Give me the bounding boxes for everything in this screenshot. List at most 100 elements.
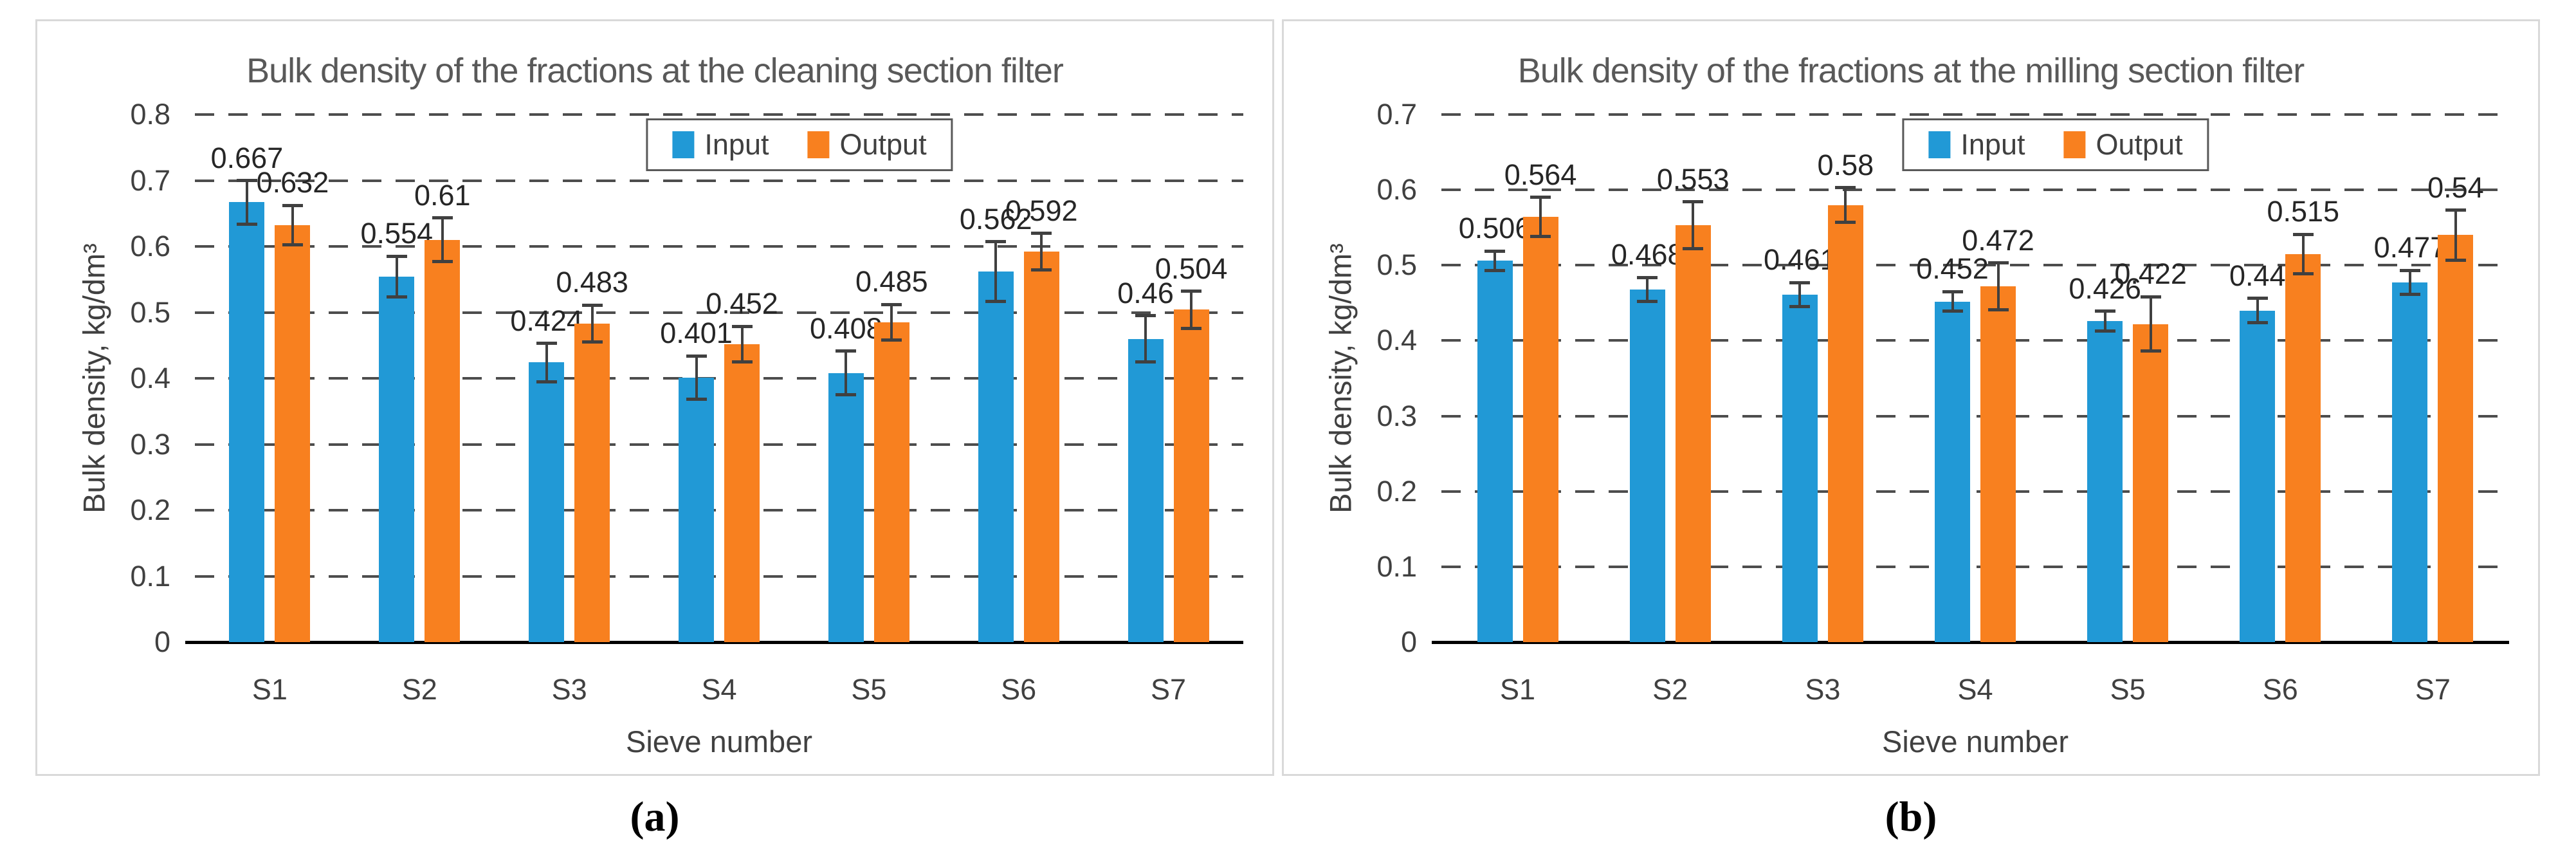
grid-line (195, 179, 1243, 182)
bar-input-s3 (1782, 294, 1818, 642)
bar-output-s6 (1023, 252, 1059, 642)
error-bar-cap (536, 380, 557, 383)
x-tick-label: S7 (2415, 673, 2451, 706)
error-bar (994, 241, 998, 302)
caption-b: (b) (1885, 793, 1937, 840)
error-bar (1646, 277, 1649, 302)
error-bar-cap (2445, 208, 2466, 212)
error-bar-cap (985, 299, 1007, 303)
error-bar-cap (581, 303, 603, 307)
error-bar-cap (1135, 314, 1156, 318)
bar-output-s7 (2438, 235, 2474, 642)
error-bar-cap (731, 360, 753, 364)
grid-line (1441, 565, 2509, 568)
error-bar-cap (536, 342, 557, 345)
data-label: 0.632 (256, 166, 329, 199)
legend-swatch-output (807, 131, 830, 158)
error-bar-cap (2247, 297, 2268, 300)
bar-input-s6 (978, 271, 1014, 642)
bar-output-s5 (873, 322, 909, 642)
data-label: 0.515 (2267, 195, 2340, 228)
data-label: 0.504 (1155, 252, 1228, 285)
bar-output-s2 (425, 239, 461, 642)
error-bar (2408, 270, 2411, 295)
error-bar-cap (2399, 293, 2420, 297)
y-tick-label: 0.7 (1376, 98, 1417, 131)
x-tick-label: S4 (701, 673, 737, 706)
grid-line (195, 311, 1243, 314)
error-bar-cap (686, 398, 707, 401)
x-axis-line (185, 641, 1243, 644)
data-label: 0.452 (1916, 252, 1989, 286)
data-label: 0.401 (660, 317, 733, 350)
y-tick-label: 0.2 (1376, 474, 1417, 508)
error-bar-cap (2292, 272, 2314, 275)
grid-line (1441, 264, 2509, 267)
bar-output-s5 (2133, 324, 2169, 642)
error-bar-cap (2399, 268, 2420, 272)
error-bar-cap (1135, 360, 1156, 364)
data-label: 0.468 (1611, 238, 1684, 272)
bar-input-s2 (379, 277, 415, 642)
error-bar (545, 343, 548, 382)
error-bar-cap (1637, 300, 1658, 303)
error-bar (695, 356, 698, 400)
error-bar-cap (282, 203, 303, 207)
caption-a: (a) (630, 793, 680, 840)
bar-input-s1 (229, 202, 265, 642)
error-bar-cap (386, 295, 407, 299)
error-bar-cap (881, 338, 902, 342)
x-tick-label: S6 (2262, 673, 2298, 706)
y-tick-label: 0.5 (1376, 248, 1417, 282)
error-bar-cap (1942, 290, 1963, 293)
legend-label: Input (704, 128, 769, 161)
bar-output-s1 (1522, 217, 1558, 642)
data-label: 0.422 (2114, 257, 2187, 291)
y-tick-label: 0.3 (1376, 399, 1417, 432)
error-bar (1539, 197, 1542, 237)
error-bar (740, 326, 744, 362)
error-bar-cap (236, 222, 257, 226)
bar-output-s7 (1173, 309, 1209, 642)
data-label: 0.506 (1458, 212, 1531, 245)
bar-input-s1 (1477, 261, 1513, 642)
bar-input-s4 (679, 377, 714, 642)
grid-line (195, 443, 1243, 446)
data-label: 0.562 (959, 202, 1032, 235)
x-tick-label: S4 (1957, 673, 1993, 706)
data-label: 0.554 (360, 217, 434, 250)
x-axis-line (1432, 641, 2509, 644)
bar-output-s4 (724, 344, 760, 642)
data-label: 0.54 (2427, 170, 2484, 204)
bar-input-s3 (529, 362, 565, 642)
y-tick-label: 0.8 (130, 98, 170, 131)
grid-line (195, 575, 1243, 578)
legend-label: Input (1960, 128, 2025, 161)
error-bar-cap (1484, 249, 1506, 253)
data-label: 0.61 (414, 178, 471, 212)
error-bar-cap (2140, 349, 2161, 353)
data-label: 0.461 (1764, 243, 1836, 277)
data-label: 0.46 (1117, 276, 1174, 309)
grid-line (195, 377, 1243, 380)
data-label: 0.477 (2373, 231, 2447, 264)
chart-panel-cleaning: Bulk density of the fractions at the cle… (35, 19, 1274, 776)
bar-output-s2 (1675, 225, 1711, 642)
error-bar (395, 256, 398, 297)
bar-input-s5 (828, 373, 864, 642)
error-bar-cap (2247, 320, 2268, 324)
bar-input-s5 (2087, 320, 2123, 642)
error-bar-cap (1637, 275, 1658, 279)
error-bar (2454, 210, 2457, 261)
bar-output-s6 (2285, 253, 2321, 642)
error-bar-cap (1835, 221, 1856, 224)
grid-line (1441, 189, 2509, 192)
error-bar-cap (1835, 186, 1856, 190)
x-tick-label: S3 (551, 673, 587, 706)
bar-input-s4 (1935, 301, 1970, 642)
grid-line (195, 113, 1243, 116)
error-bar-cap (1987, 308, 2009, 311)
error-bar-cap (2094, 329, 2115, 333)
error-bar (845, 351, 848, 395)
y-tick-label: 0.1 (1376, 549, 1417, 583)
